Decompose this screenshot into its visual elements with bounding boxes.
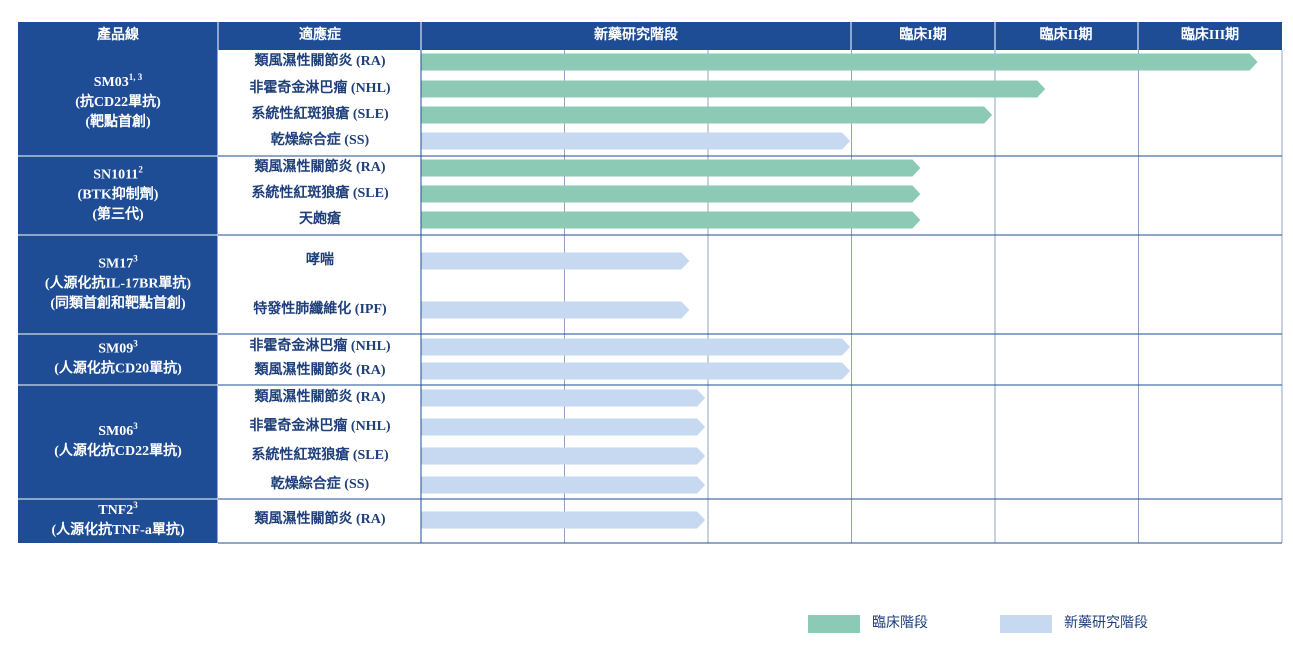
header-cell: 臨床III期 [1181, 26, 1239, 43]
legend-label: 新藥研究階段 [1064, 615, 1148, 631]
indication: 類風濕性關節炎 (RA) [253, 361, 385, 378]
footnote-ref: 3 [133, 339, 138, 349]
product-desc: (人源化抗CD20單抗) [54, 360, 182, 377]
progress-bar [421, 159, 921, 177]
progress-bar [421, 185, 921, 203]
product-name-text: SM06 [98, 424, 133, 439]
indication: 特發性肺纖維化 (IPF) [253, 300, 387, 317]
product-desc: (抗CD22單抗) [75, 93, 161, 110]
product-name: TNF23 [98, 500, 138, 518]
header-band [18, 22, 1282, 50]
product-name-text: SN1011 [93, 168, 138, 183]
indication: 哮喘 [306, 251, 334, 268]
progress-bar [421, 389, 706, 407]
header-cell: 適應症 [299, 26, 341, 43]
indication: 非霍奇金淋巴瘤 (NHL) [249, 417, 390, 434]
product-name-text: SM09 [98, 342, 133, 357]
header-cell: 新藥研究階段 [594, 26, 678, 43]
indication: 系統性紅斑狼瘡 (SLE) [251, 446, 389, 463]
progress-bar [421, 476, 706, 494]
progress-bar [421, 132, 851, 150]
header-cell: 臨床II期 [1040, 26, 1093, 43]
progress-bar [421, 511, 706, 529]
indication: 類風濕性關節炎 (RA) [253, 510, 385, 527]
progress-bar [421, 301, 690, 319]
product-desc: (BTK抑制劑) [78, 186, 159, 203]
product-name: SM031, 3 [94, 72, 143, 90]
indication: 乾燥綜合症 (SS) [271, 475, 370, 492]
product-desc: (人源化抗TNF-a單抗) [52, 521, 185, 538]
footnote-ref: 3 [133, 421, 138, 431]
indication: 類風濕性關節炎 (RA) [253, 388, 385, 405]
progress-bar [421, 53, 1258, 71]
header-cell: 臨床I期 [899, 26, 946, 43]
indication: 乾燥綜合症 (SS) [271, 131, 370, 148]
progress-bar [421, 362, 851, 380]
product-name-text: SM17 [98, 257, 133, 272]
product-name-text: TNF2 [98, 503, 133, 518]
indication: 系統性紅斑狼瘡 (SLE) [251, 105, 389, 122]
progress-bar [421, 252, 690, 270]
footnote-ref: 1, 3 [129, 72, 143, 82]
product-desc: (人源化抗CD22單抗) [54, 442, 182, 459]
product-desc: (人源化抗IL-17BR單抗) [45, 275, 192, 292]
product-desc: (第三代) [92, 206, 144, 223]
legend-swatch [808, 615, 860, 633]
progress-bar [421, 418, 706, 436]
header-cell: 產品線 [96, 26, 139, 43]
indication: 類風濕性關節炎 (RA) [253, 52, 385, 69]
progress-bar [421, 211, 921, 229]
progress-bar [421, 338, 851, 356]
progress-bar [421, 106, 993, 124]
product-name-text: SM03 [94, 75, 129, 90]
footnote-ref: 3 [133, 500, 138, 510]
legend-label: 臨床階段 [872, 615, 928, 631]
product-name: SM173 [98, 254, 138, 272]
legend-swatch [1000, 615, 1052, 633]
product-desc: (靶點首創) [85, 113, 151, 130]
product-name: SM063 [98, 421, 138, 439]
product-name: SN10112 [93, 165, 143, 183]
indication: 非霍奇金淋巴瘤 (NHL) [249, 79, 390, 96]
indication: 天皰瘡 [299, 210, 342, 227]
footnote-ref: 3 [133, 254, 138, 264]
footnote-ref: 2 [138, 165, 143, 175]
product-name: SM093 [98, 339, 138, 357]
indication: 系統性紅斑狼瘡 (SLE) [251, 184, 389, 201]
progress-bar [421, 80, 1046, 98]
progress-bar [421, 447, 706, 465]
indication: 非霍奇金淋巴瘤 (NHL) [249, 337, 390, 354]
indication: 類風濕性關節炎 (RA) [253, 158, 385, 175]
product-desc: (同類首創和靶點首創) [50, 295, 186, 312]
product-column [18, 50, 218, 543]
